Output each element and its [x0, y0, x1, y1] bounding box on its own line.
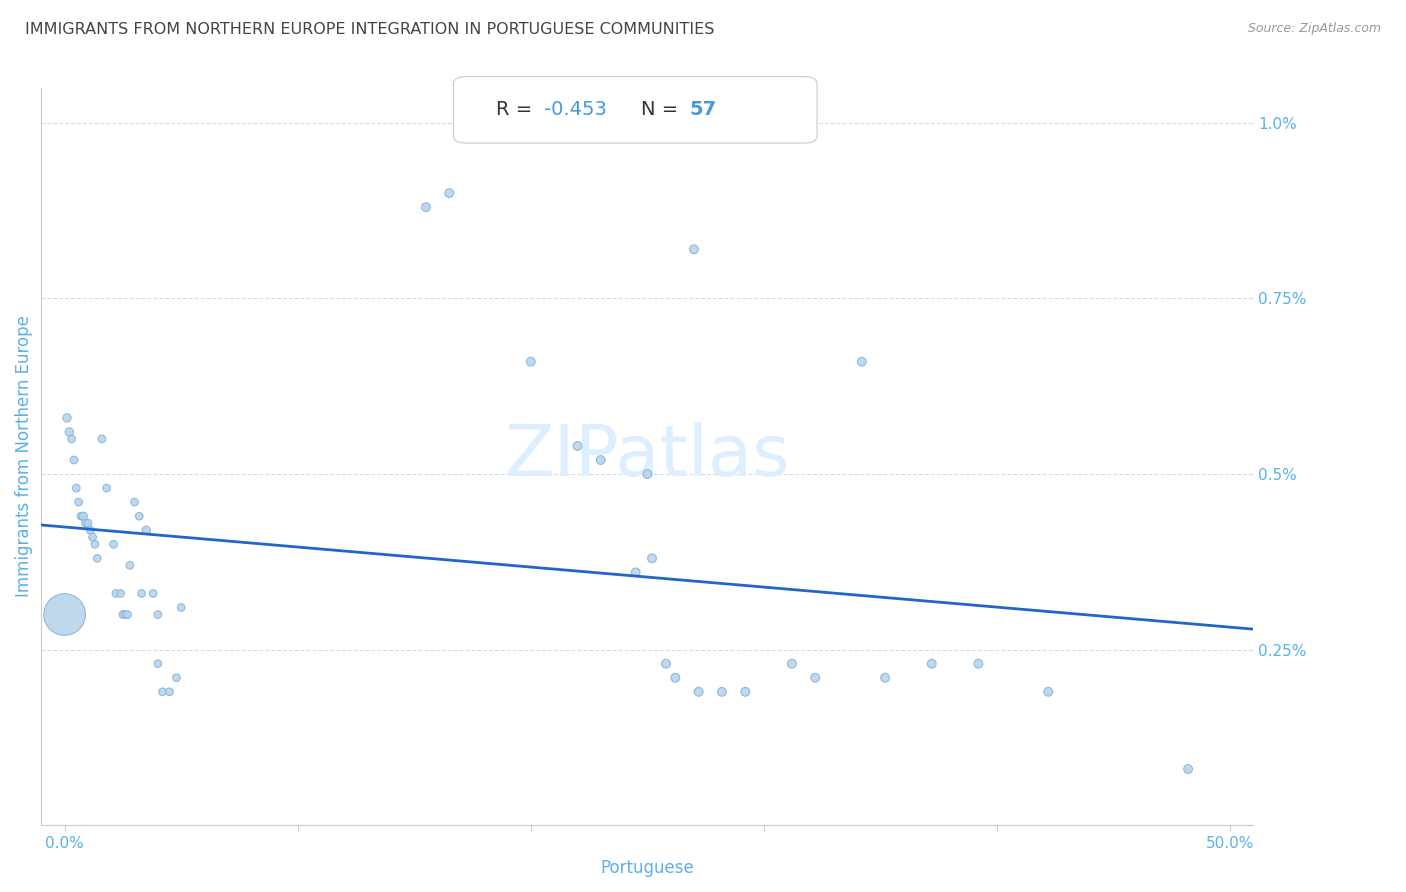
Point	[875, 671, 897, 685]
Point	[636, 467, 658, 481]
Point	[624, 566, 647, 580]
Point	[1038, 685, 1060, 699]
Text: 57: 57	[690, 101, 717, 120]
Point	[1177, 762, 1199, 776]
Point	[804, 671, 827, 685]
Point	[641, 551, 664, 566]
Point	[60, 432, 83, 446]
Text: Source: ZipAtlas.com: Source: ZipAtlas.com	[1247, 22, 1381, 36]
Point	[135, 523, 157, 537]
Point	[131, 586, 153, 600]
Point	[82, 530, 104, 544]
Point	[734, 685, 756, 699]
Point	[589, 453, 612, 467]
Point	[655, 657, 678, 671]
Point	[84, 537, 107, 551]
Point	[159, 685, 181, 699]
Point	[124, 495, 146, 509]
Point	[111, 607, 134, 622]
Point	[128, 509, 150, 524]
Point	[780, 657, 803, 671]
Point	[170, 600, 193, 615]
Point	[63, 453, 86, 467]
X-axis label: Portuguese: Portuguese	[600, 859, 695, 877]
Point	[72, 509, 94, 524]
Point	[118, 558, 141, 573]
Y-axis label: Immigrants from Northern Europe: Immigrants from Northern Europe	[15, 316, 32, 598]
Point	[110, 586, 132, 600]
Point	[58, 425, 80, 439]
Point	[67, 495, 90, 509]
Point	[117, 607, 139, 622]
Point	[664, 671, 686, 685]
Point	[114, 607, 136, 622]
Point	[91, 432, 114, 446]
Point	[96, 481, 118, 495]
Point	[146, 657, 169, 671]
Point	[77, 516, 100, 531]
Point	[967, 657, 990, 671]
Point	[439, 186, 461, 200]
Point	[710, 685, 733, 699]
Point	[142, 586, 165, 600]
FancyBboxPatch shape	[454, 77, 817, 143]
Text: R =: R =	[496, 101, 538, 120]
Text: N =: N =	[641, 101, 685, 120]
Point	[146, 607, 169, 622]
Point	[688, 685, 710, 699]
Point	[104, 586, 127, 600]
Point	[75, 516, 97, 531]
Text: ZIPatlas: ZIPatlas	[505, 422, 790, 491]
Point	[166, 671, 188, 685]
Point	[152, 685, 174, 699]
Point	[520, 354, 543, 368]
Point	[415, 200, 437, 214]
Point	[86, 551, 108, 566]
Text: IMMIGRANTS FROM NORTHERN EUROPE INTEGRATION IN PORTUGUESE COMMUNITIES: IMMIGRANTS FROM NORTHERN EUROPE INTEGRAT…	[25, 22, 714, 37]
Point	[921, 657, 943, 671]
Point	[567, 439, 589, 453]
Point	[79, 523, 101, 537]
Point	[56, 410, 79, 425]
Point	[53, 607, 76, 622]
Text: -0.453: -0.453	[544, 101, 607, 120]
Point	[70, 509, 93, 524]
Point	[683, 242, 706, 256]
Point	[65, 481, 87, 495]
Point	[851, 354, 873, 368]
Point	[103, 537, 125, 551]
